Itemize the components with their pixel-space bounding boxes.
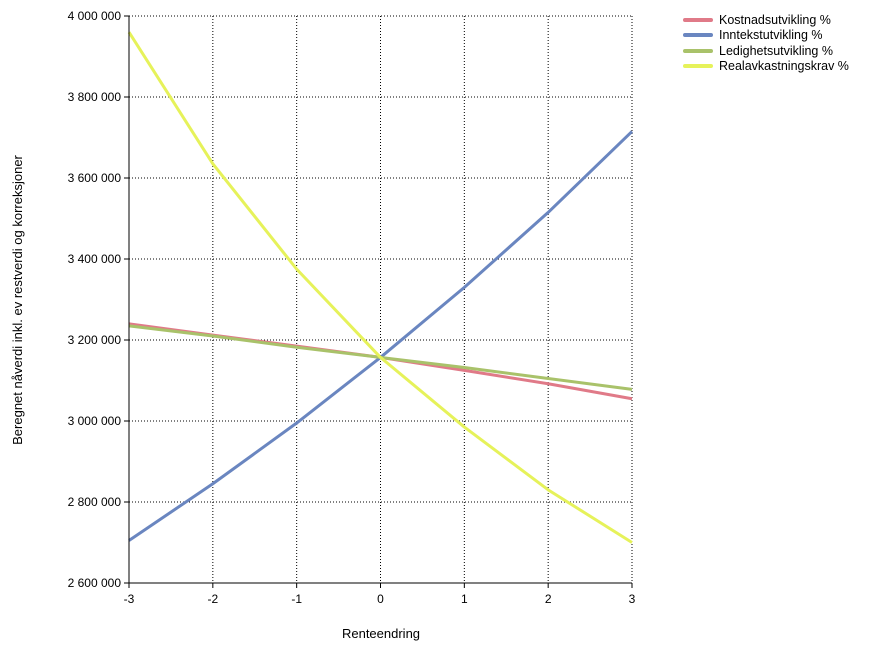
legend-label: Ledighetsutvikling % <box>719 43 833 58</box>
legend-item: Realavkastningskrav % <box>683 59 849 75</box>
y-tick-label: 3 000 000 <box>68 414 122 428</box>
y-tick-label: 4 000 000 <box>68 9 122 23</box>
y-axis-title: Beregnet nåverdi inkl. ev restverdi og k… <box>10 154 25 444</box>
series-line-4 <box>127 31 633 544</box>
x-tick-label: 3 <box>629 592 636 606</box>
x-axis-title: Renteendring <box>342 626 420 641</box>
y-tick-label: 3 600 000 <box>68 171 122 185</box>
y-tick-label: 3 800 000 <box>68 90 122 104</box>
y-tick-label: 2 600 000 <box>68 576 122 590</box>
x-tick-label: -3 <box>124 592 135 606</box>
legend-label: Inntekstutvikling % <box>719 28 823 43</box>
x-tick-label: 1 <box>461 592 468 606</box>
legend: Kostnadsutvikling % Inntekstutvikling % Le… <box>683 12 849 74</box>
legend-label: Kostnadsutvikling % <box>719 12 831 27</box>
legend-label: Realavkastningskrav % <box>719 59 849 74</box>
y-tick-label: 3 200 000 <box>68 333 122 347</box>
grid <box>129 15 633 583</box>
y-tick-label: 3 400 000 <box>68 252 122 266</box>
legend-item: Ledighetsutvikling % <box>683 43 849 59</box>
legend-swatch <box>683 64 713 69</box>
legend-item: Kostnadsutvikling % <box>683 12 849 28</box>
legend-swatch <box>683 17 713 22</box>
x-tick-label: -2 <box>207 592 218 606</box>
legend-swatch <box>683 48 713 53</box>
y-tick-label: 2 800 000 <box>68 495 122 509</box>
tick-labels: -3 -2 -1 0 1 2 3 2 600 000 2 800 000 3 000 000 3 2… <box>68 9 636 606</box>
x-tick-label: 2 <box>545 592 552 606</box>
x-tick-label: 0 <box>377 592 384 606</box>
x-tick-label: -1 <box>291 592 302 606</box>
legend-swatch <box>683 33 713 38</box>
axes <box>124 15 633 588</box>
legend-item: Inntekstutvikling % <box>683 28 849 44</box>
series-lines <box>127 31 634 544</box>
